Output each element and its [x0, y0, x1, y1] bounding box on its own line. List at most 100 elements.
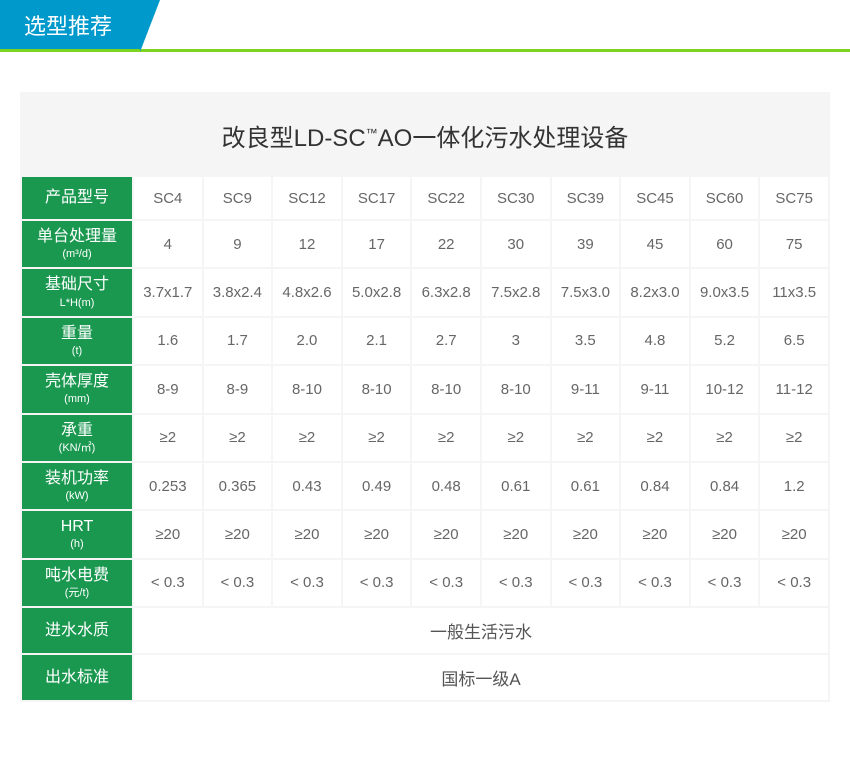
table-row: 吨水电费(元/t)< 0.3< 0.3< 0.3< 0.3< 0.3< 0.3<… [22, 560, 828, 606]
table-row: 壳体厚度(mm)8-98-98-108-108-108-109-119-1110… [22, 366, 828, 412]
data-cell: ≥2 [552, 415, 620, 461]
data-cell: < 0.3 [691, 560, 759, 606]
row-header: 单台处理量(m³/d) [22, 221, 132, 267]
row-header: 进水水质 [22, 608, 132, 653]
data-cell: 22 [412, 221, 480, 267]
data-cell: 9-11 [552, 366, 620, 412]
data-cell: 8-9 [204, 366, 272, 412]
data-cell: SC60 [691, 177, 759, 219]
data-cell: 3.7x1.7 [134, 269, 202, 315]
data-cell: 0.48 [412, 463, 480, 509]
data-cell: 8-9 [134, 366, 202, 412]
data-cell: 9-11 [621, 366, 689, 412]
data-cell: 2.0 [273, 318, 341, 364]
data-cell: 0.84 [691, 463, 759, 509]
table-row: 装机功率(kW)0.2530.3650.430.490.480.610.610.… [22, 463, 828, 509]
data-cell: 39 [552, 221, 620, 267]
data-cell: 4.8x2.6 [273, 269, 341, 315]
table-row: 单台处理量(m³/d)491217223039456075 [22, 221, 828, 267]
data-cell: 0.49 [343, 463, 411, 509]
data-cell: 8-10 [273, 366, 341, 412]
data-cell: 8-10 [482, 366, 550, 412]
data-cell: SC39 [552, 177, 620, 219]
title-prefix: 改良型LD-SC [222, 125, 366, 152]
data-cell: 0.365 [204, 463, 272, 509]
data-cell: 3.5 [552, 318, 620, 364]
data-cell: 1.6 [134, 318, 202, 364]
data-cell: 8.2x3.0 [621, 269, 689, 315]
data-cell: SC17 [343, 177, 411, 219]
data-cell: 5.0x2.8 [343, 269, 411, 315]
data-cell: ≥2 [204, 415, 272, 461]
data-cell: 4.8 [621, 318, 689, 364]
data-cell: ≥20 [691, 511, 759, 557]
data-cell: ≥2 [482, 415, 550, 461]
data-cell: 2.1 [343, 318, 411, 364]
data-cell: < 0.3 [621, 560, 689, 606]
data-cell: ≥20 [760, 511, 828, 557]
data-cell: 0.43 [273, 463, 341, 509]
table-row: 基础尺寸L*H(m)3.7x1.73.8x2.44.8x2.65.0x2.86.… [22, 269, 828, 315]
data-cell: SC45 [621, 177, 689, 219]
data-cell: 75 [760, 221, 828, 267]
row-header: 壳体厚度(mm) [22, 366, 132, 412]
spec-table-container: 改良型LD-SC™AO一体化污水处理设备 产品型号SC4SC9SC12SC17S… [20, 92, 830, 702]
data-cell: SC75 [760, 177, 828, 219]
data-cell: ≥2 [134, 415, 202, 461]
data-cell: ≥20 [412, 511, 480, 557]
data-cell: < 0.3 [273, 560, 341, 606]
table-row: 承重(KN/㎡)≥2≥2≥2≥2≥2≥2≥2≥2≥2≥2 [22, 415, 828, 461]
data-cell: 0.253 [134, 463, 202, 509]
data-cell: 9.0x3.5 [691, 269, 759, 315]
row-header: 基础尺寸L*H(m) [22, 269, 132, 315]
data-cell: 5.2 [691, 318, 759, 364]
title-superscript: ™ [366, 126, 378, 140]
data-cell: 11-12 [760, 366, 828, 412]
data-cell: ≥20 [552, 511, 620, 557]
data-cell: 3 [482, 318, 550, 364]
data-cell: 17 [343, 221, 411, 267]
row-header: 承重(KN/㎡) [22, 415, 132, 461]
data-cell: 11x3.5 [760, 269, 828, 315]
data-cell: 0.84 [621, 463, 689, 509]
data-cell: 0.61 [482, 463, 550, 509]
data-cell: 8-10 [412, 366, 480, 412]
data-cell: < 0.3 [412, 560, 480, 606]
data-cell: ≥2 [412, 415, 480, 461]
data-cell: 12 [273, 221, 341, 267]
data-cell: 4 [134, 221, 202, 267]
data-cell: ≥20 [134, 511, 202, 557]
data-cell: 60 [691, 221, 759, 267]
data-cell: 6.5 [760, 318, 828, 364]
data-cell: 2.7 [412, 318, 480, 364]
data-cell: ≥2 [621, 415, 689, 461]
data-cell: ≥20 [273, 511, 341, 557]
section-tab-label: 选型推荐 [0, 0, 140, 49]
data-cell: 8-10 [343, 366, 411, 412]
merged-cell: 国标一级A [134, 655, 828, 700]
data-cell: 45 [621, 221, 689, 267]
row-header: 吨水电费(元/t) [22, 560, 132, 606]
table-row: 产品型号SC4SC9SC12SC17SC22SC30SC39SC45SC60SC… [22, 177, 828, 219]
data-cell: < 0.3 [552, 560, 620, 606]
data-cell: < 0.3 [343, 560, 411, 606]
data-cell: 10-12 [691, 366, 759, 412]
row-header: 装机功率(kW) [22, 463, 132, 509]
data-cell: ≥2 [273, 415, 341, 461]
data-cell: 7.5x2.8 [482, 269, 550, 315]
data-cell: SC30 [482, 177, 550, 219]
data-cell: ≥2 [343, 415, 411, 461]
table-row: 出水标准国标一级A [22, 655, 828, 700]
data-cell: 9 [204, 221, 272, 267]
data-cell: SC9 [204, 177, 272, 219]
data-cell: < 0.3 [204, 560, 272, 606]
table-title: 改良型LD-SC™AO一体化污水处理设备 [20, 92, 830, 175]
data-cell: < 0.3 [482, 560, 550, 606]
merged-cell: 一般生活污水 [134, 608, 828, 653]
table-row: 重量(t)1.61.72.02.12.733.54.85.26.5 [22, 318, 828, 364]
data-cell: ≥2 [760, 415, 828, 461]
table-row: 进水水质一般生活污水 [22, 608, 828, 653]
table-row: HRT(h)≥20≥20≥20≥20≥20≥20≥20≥20≥20≥20 [22, 511, 828, 557]
data-cell: ≥20 [204, 511, 272, 557]
data-cell: ≥20 [482, 511, 550, 557]
